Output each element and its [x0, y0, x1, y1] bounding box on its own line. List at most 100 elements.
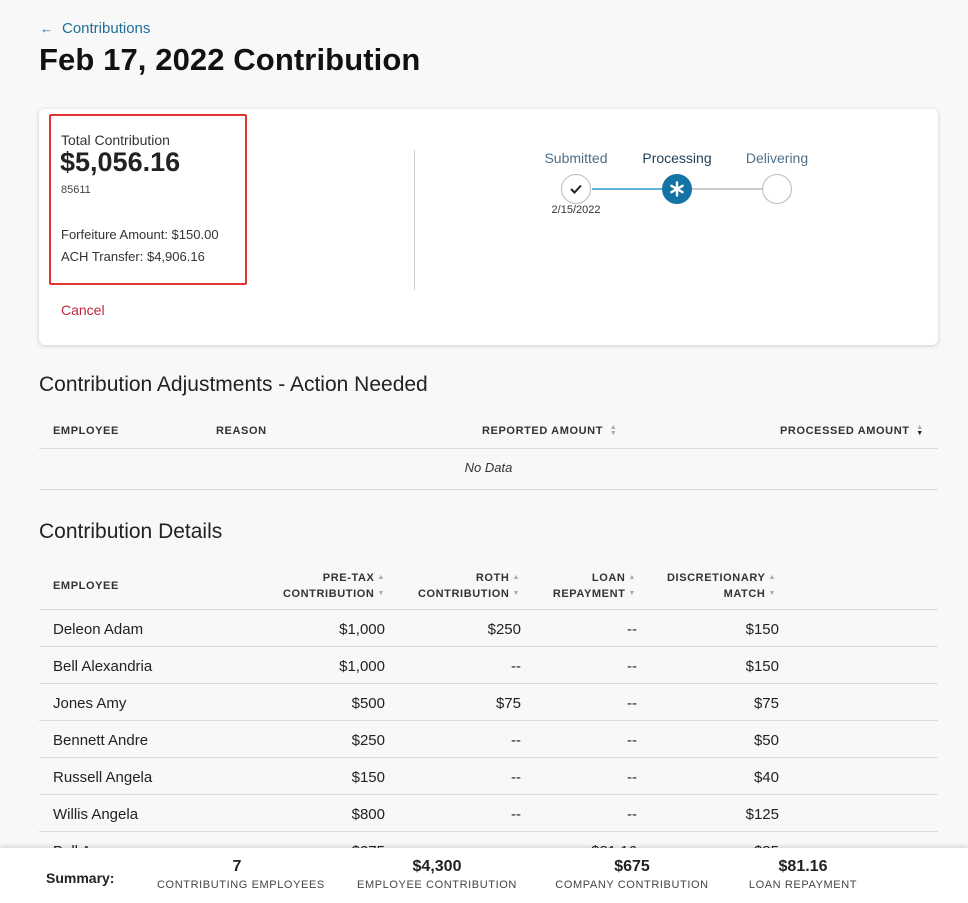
adjustments-section-title: Contribution Adjustments - Action Needed: [39, 373, 428, 396]
summary-caption: EMPLOYEE CONTRIBUTION: [357, 879, 517, 891]
col-processed-amount-label: PROCESSED AMOUNT: [780, 425, 910, 437]
contribution-summary-card: Total Contribution $5,056.16 85611 Forfe…: [39, 109, 938, 345]
sort-desc-icon[interactable]: ▼: [628, 590, 636, 598]
divider: [39, 489, 938, 490]
summary-loan-repayment: $81.16 LOAN REPAYMENT: [723, 858, 883, 891]
col-disc-line1: DISCRETIONARY: [667, 572, 766, 584]
details-section-title: Contribution Details: [39, 520, 223, 543]
divider: [39, 683, 938, 684]
col-pretax-line1: PRE-TAX: [322, 572, 375, 584]
divider: [39, 720, 938, 721]
cell-roth: $250: [487, 621, 521, 638]
cell-loan: --: [627, 806, 637, 823]
highlight-annotation-box: [49, 114, 247, 285]
cell-employee: Bell Alexandria: [53, 658, 153, 675]
col-pretax-line2: CONTRIBUTION: [282, 588, 375, 600]
table-row: Bennett Andre $250 -- -- $50: [39, 721, 938, 758]
table-row: Jones Amy $500 $75 -- $75: [39, 684, 938, 721]
sort-asc-icon[interactable]: ▲: [628, 574, 636, 582]
cell-roth: --: [511, 806, 521, 823]
divider: [39, 448, 938, 449]
summary-contributing-employees: 7 CONTRIBUTING EMPLOYEES: [157, 858, 324, 891]
cell-match: $50: [753, 732, 779, 749]
cell-employee: Jones Amy: [53, 695, 127, 712]
checkmark-icon: [570, 184, 582, 194]
sort-desc-icon[interactable]: ▲ ▼: [916, 424, 924, 438]
col-employee: EMPLOYEE: [53, 425, 119, 437]
cell-loan: --: [627, 621, 637, 638]
summary-caption: LOAN REPAYMENT: [748, 879, 858, 891]
cancel-button[interactable]: Cancel: [61, 302, 105, 318]
cell-loan: --: [627, 732, 637, 749]
cell-match: $75: [753, 695, 779, 712]
col-loan-line2: REPAYMENT: [552, 588, 626, 600]
step-delivering: [762, 174, 792, 204]
card-divider: [414, 150, 415, 290]
empty-state-text: No Data: [464, 460, 513, 475]
summary-caption: COMPANY CONTRIBUTION: [555, 879, 709, 891]
cell-pretax: $1,000: [339, 658, 385, 675]
cell-loan: --: [627, 769, 637, 786]
stepper-line-pending: [692, 188, 782, 190]
cell-match: $150: [745, 621, 779, 638]
cell-pretax: $150: [351, 769, 385, 786]
cell-match: $150: [745, 658, 779, 675]
col-reported-amount-label: REPORTED AMOUNT: [482, 425, 604, 437]
cell-employee: Bennett Andre: [53, 732, 149, 749]
step-submitted-date: 2/15/2022: [551, 204, 601, 216]
arrow-left-icon: ←: [40, 21, 53, 36]
sort-asc-icon[interactable]: ▲: [512, 574, 520, 582]
col-reported-amount[interactable]: REPORTED AMOUNT ▲ ▼: [482, 423, 617, 439]
divider: [39, 646, 938, 647]
sort-icon[interactable]: ▲ ▼: [609, 424, 618, 438]
divider: [39, 609, 938, 610]
summary-value: $675: [614, 858, 650, 875]
cell-employee: Russell Angela: [53, 769, 153, 786]
cell-roth: --: [511, 769, 521, 786]
summary-label: Summary:: [46, 870, 115, 886]
asterisk-icon: [670, 181, 684, 197]
cell-employee: Deleon Adam: [53, 621, 144, 638]
col-pretax-contribution[interactable]: PRE-TAX ▲ CONTRIBUTION ▼: [270, 570, 385, 602]
col-reason: REASON: [216, 425, 267, 437]
col-roth-line2: CONTRIBUTION: [417, 588, 510, 600]
step-label-processing: Processing: [642, 150, 712, 166]
cell-match: $125: [745, 806, 779, 823]
summary-company-contribution: $675 COMPANY CONTRIBUTION: [552, 858, 712, 891]
col-roth-contribution[interactable]: ROTH ▲ CONTRIBUTION ▼: [405, 570, 520, 602]
divider: [39, 757, 938, 758]
col-processed-amount[interactable]: PROCESSED AMOUNT ▲ ▼: [780, 423, 924, 439]
col-loan-line1: LOAN: [591, 572, 626, 584]
contribution-id: 85611: [61, 184, 91, 196]
sort-desc-icon[interactable]: ▼: [768, 590, 776, 598]
col-employee: EMPLOYEE: [53, 580, 119, 592]
cell-loan: --: [627, 658, 637, 675]
ach-transfer-amount: ACH Transfer: $4,906.16: [61, 249, 205, 264]
cell-pretax: $250: [351, 732, 385, 749]
table-row: Russell Angela $150 -- -- $40: [39, 758, 938, 795]
sort-desc-icon[interactable]: ▼: [512, 590, 520, 598]
summary-employee-contribution: $4,300 EMPLOYEE CONTRIBUTION: [357, 858, 517, 891]
sort-asc-icon[interactable]: ▲: [377, 574, 385, 582]
sort-asc-icon[interactable]: ▲: [768, 574, 776, 582]
col-loan-repayment[interactable]: LOAN ▲ REPAYMENT ▼: [521, 570, 636, 602]
divider: [39, 831, 938, 832]
sort-desc-icon[interactable]: ▼: [377, 590, 385, 598]
cell-pretax: $1,000: [339, 621, 385, 638]
cell-roth: --: [511, 732, 521, 749]
step-label-submitted: Submitted: [544, 150, 608, 166]
step-processing: [662, 174, 692, 204]
table-row: Willis Angela $800 -- -- $125: [39, 795, 938, 832]
cell-roth: --: [511, 658, 521, 675]
back-to-contributions-link[interactable]: ← Contributions: [40, 20, 150, 37]
table-row: Bell Alexandria $1,000 -- -- $150: [39, 647, 938, 684]
page-title: Feb 17, 2022 Contribution: [39, 42, 421, 77]
table-row: Deleon Adam $1,000 $250 -- $150: [39, 610, 938, 647]
cell-loan: --: [627, 695, 637, 712]
step-submitted: [561, 174, 591, 204]
summary-value: 7: [232, 858, 242, 875]
divider: [39, 794, 938, 795]
col-discretionary-match[interactable]: DISCRETIONARY ▲ MATCH ▼: [640, 570, 776, 602]
col-roth-line1: ROTH: [475, 572, 510, 584]
